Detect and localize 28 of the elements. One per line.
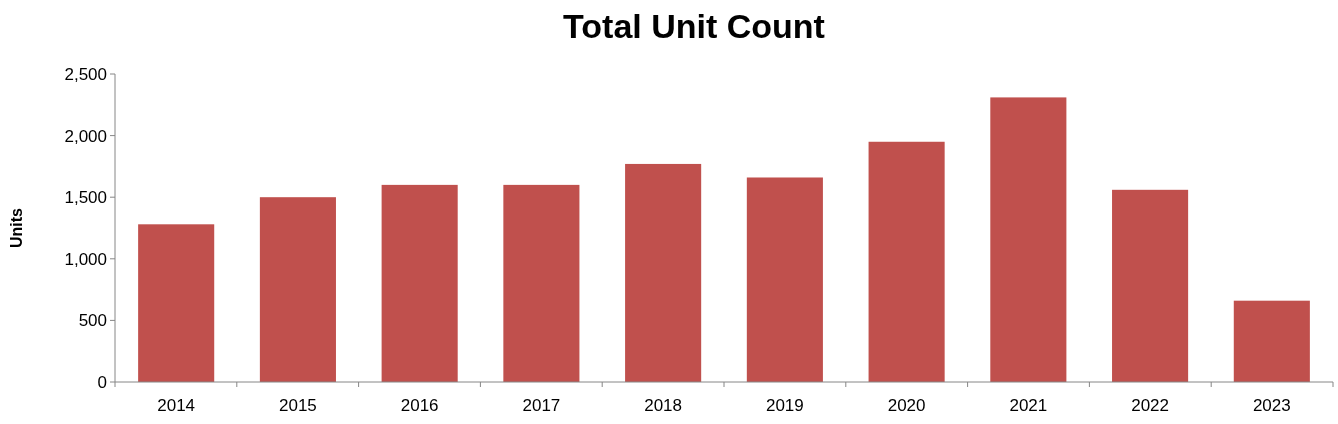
bar: [990, 97, 1067, 382]
y-axis-title: Units: [8, 207, 25, 248]
x-tick-label: 2019: [765, 396, 804, 415]
x-tick-label: 2016: [400, 396, 439, 415]
bar: [503, 184, 580, 382]
bar: [625, 163, 702, 382]
chart-title: Total Unit Count: [563, 7, 825, 45]
y-tick-label: 2,000: [64, 126, 107, 146]
bar: [381, 184, 458, 382]
y-tick-label: 2,500: [64, 64, 107, 84]
y-tick-label: 500: [78, 311, 107, 331]
y-tick-label: 0: [97, 372, 107, 392]
x-tick-label: 2017: [522, 396, 561, 415]
bar: [868, 141, 945, 382]
x-tick-label: 2021: [1009, 396, 1048, 415]
bar: [138, 224, 215, 382]
x-tick-label: 2020: [887, 396, 926, 415]
x-tick-label: 2022: [1131, 396, 1169, 415]
x-tick-label: 2015: [279, 396, 317, 415]
bar: [1112, 189, 1189, 382]
y-tick-label: 1,500: [64, 188, 107, 208]
x-tick-label: 2014: [157, 396, 196, 415]
x-tick-label: 2018: [644, 396, 683, 415]
bar: [1233, 300, 1310, 382]
bar: [259, 197, 336, 382]
x-tick-label: 2023: [1252, 396, 1291, 415]
bar: [746, 177, 823, 382]
y-tick-label: 1,000: [64, 249, 107, 269]
